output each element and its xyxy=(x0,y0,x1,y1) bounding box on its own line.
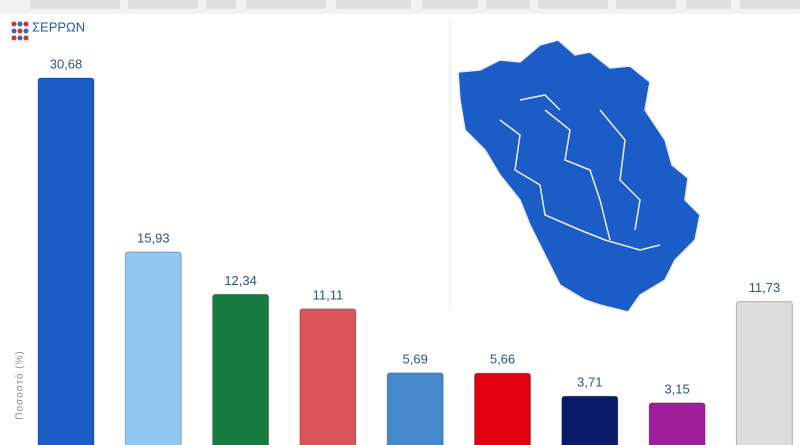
value-label: 11,11 xyxy=(313,287,344,302)
bar xyxy=(212,293,270,445)
value-label: 3,15 xyxy=(664,381,689,396)
tab-strip xyxy=(0,0,800,14)
region-map xyxy=(457,39,701,313)
value-label: 15,93 xyxy=(137,230,170,245)
bar xyxy=(735,301,793,445)
bar xyxy=(37,77,95,445)
bar xyxy=(386,372,444,445)
bar xyxy=(561,395,619,445)
bar xyxy=(474,372,531,445)
y-axis-label: Ποσοστό (%) xyxy=(14,350,26,420)
logo-icon xyxy=(11,21,29,41)
value-label: 12,34 xyxy=(224,273,257,288)
value-label: 11,73 xyxy=(749,280,781,295)
value-label: 3,71 xyxy=(577,375,602,390)
bar xyxy=(124,251,182,445)
value-label: 5,66 xyxy=(490,352,515,367)
chart-title: ΣΕΡΡΩΝ xyxy=(32,19,85,34)
bar xyxy=(299,308,357,445)
value-label: 5,69 xyxy=(403,351,428,366)
value-label: 30,68 xyxy=(50,56,83,71)
region-borders xyxy=(499,94,661,251)
bar xyxy=(648,402,706,445)
